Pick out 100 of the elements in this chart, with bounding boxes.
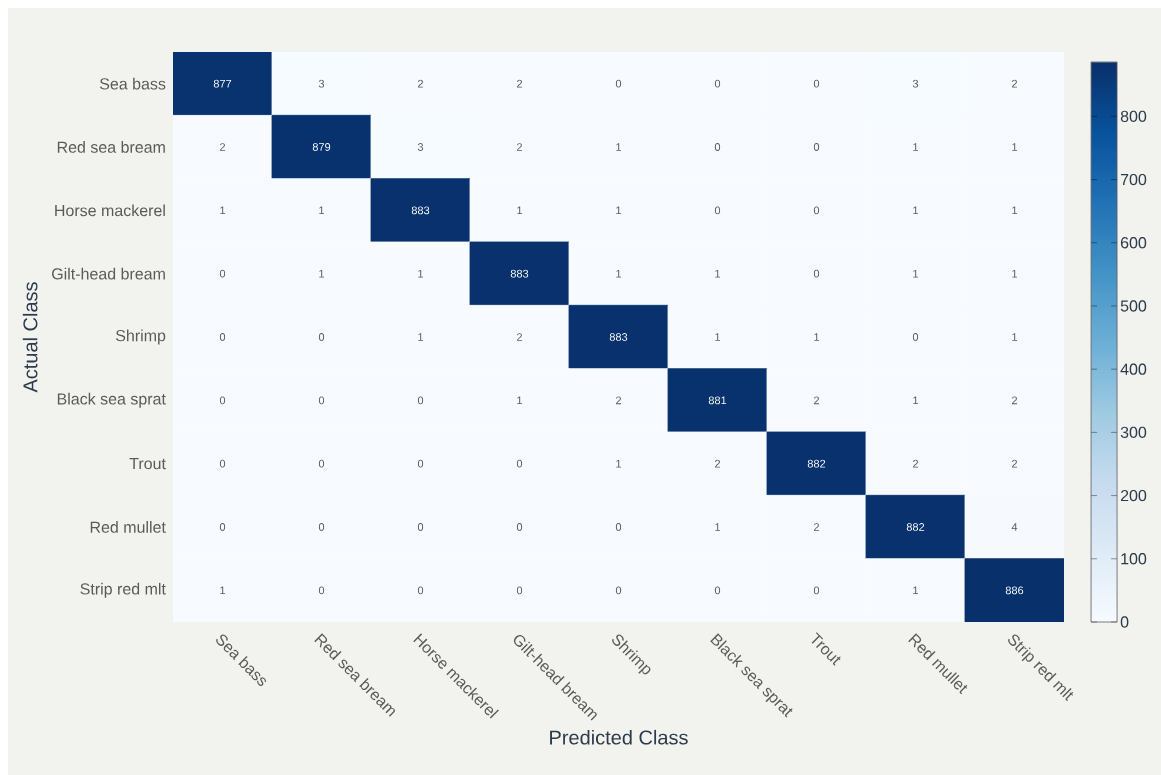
y-tick-label: Trout	[129, 458, 166, 470]
data-label: 0	[219, 523, 226, 531]
data-label: 2	[517, 79, 523, 88]
data-label: 0	[417, 586, 424, 595]
data-label: 1	[715, 269, 721, 278]
data-label: 1	[913, 269, 919, 278]
data-label: 0	[813, 269, 820, 278]
data-label: 1	[517, 396, 523, 405]
y-tick-label: Red sea bream	[57, 141, 165, 153]
data-label: 1	[220, 206, 226, 215]
data-label: 0	[714, 143, 721, 151]
data-label: 3	[912, 79, 919, 88]
color-bar-label: 600	[1120, 237, 1147, 249]
y-tick-label: Strip red mlt	[80, 582, 166, 598]
data-label: 1	[1012, 269, 1018, 278]
data-label: 2	[814, 523, 820, 531]
data-label: 1	[616, 269, 622, 278]
data-label: 886	[1005, 586, 1024, 595]
data-label: 877	[213, 79, 232, 88]
data-label: 0	[219, 396, 226, 405]
data-label: 0	[615, 79, 622, 88]
data-label: 3	[318, 79, 325, 88]
data-label: 0	[219, 459, 226, 468]
color-bar-label: 300	[1120, 426, 1147, 439]
data-label: 4	[1011, 523, 1018, 531]
data-label: 882	[906, 523, 925, 531]
data-label: 879	[312, 143, 331, 151]
data-label: 2	[913, 459, 919, 468]
data-label: 1	[814, 333, 820, 341]
color-bar-label: 700	[1120, 173, 1147, 186]
data-label: 2	[1012, 459, 1018, 468]
y-tick-label: Horse mackerel	[55, 204, 165, 217]
data-label: 2	[1012, 79, 1018, 88]
color-bar-label: 200	[1120, 489, 1147, 502]
data-label: 0	[615, 586, 622, 595]
data-label: 1	[715, 333, 721, 341]
y-tick-label: Gilt-head bream	[52, 267, 165, 280]
y-tick-label: Shrimp	[115, 329, 166, 345]
data-label: 881	[708, 396, 727, 405]
data-label: 1	[1012, 206, 1018, 215]
data-label: 1	[913, 206, 919, 215]
data-label: 1	[319, 206, 325, 215]
data-label: 1	[715, 523, 721, 531]
data-label: 0	[714, 206, 721, 215]
color-bar-label: 0	[1120, 616, 1129, 628]
y-tick-label: Sea bass	[99, 77, 166, 90]
data-label: 0	[912, 333, 919, 341]
data-label: 883	[609, 333, 628, 341]
data-label: 1	[913, 586, 919, 595]
data-label: 0	[714, 79, 721, 88]
data-label: 0	[318, 333, 325, 341]
data-label: 0	[813, 586, 820, 595]
data-label: 0	[813, 206, 820, 215]
data-label: 0	[813, 79, 820, 88]
data-label: 0	[318, 459, 325, 468]
data-label: 1	[1012, 333, 1018, 341]
data-label: 0	[813, 143, 820, 151]
data-label: 1	[913, 143, 919, 151]
data-label: 0	[516, 586, 523, 595]
data-label: 0	[516, 523, 523, 531]
data-label: 0	[318, 586, 325, 595]
data-label: 883	[510, 269, 529, 278]
data-label: 1	[913, 396, 919, 405]
data-label: 0	[219, 269, 226, 278]
data-label: 0	[219, 333, 226, 341]
data-label: 0	[615, 523, 622, 531]
y-axis-title: Actual Class	[22, 282, 38, 393]
data-label: 2	[1012, 396, 1018, 405]
data-label: 1	[418, 269, 424, 278]
color-bar-label: 800	[1120, 110, 1147, 123]
color-bar-label: 500	[1120, 300, 1147, 312]
x-axis-title: Predicted Class	[550, 729, 688, 745]
data-label: 0	[417, 396, 424, 405]
data-label: 1	[418, 333, 424, 341]
data-label: 2	[418, 79, 424, 88]
y-tick-label: Black sea sprat	[57, 392, 166, 408]
data-label: 1	[616, 459, 622, 468]
data-label: 2	[517, 143, 523, 151]
data-label: 882	[807, 459, 826, 468]
data-label: 0	[714, 586, 721, 595]
data-label: 0	[417, 459, 424, 468]
data-label: 2	[616, 396, 622, 405]
data-label: 1	[319, 269, 325, 278]
color-bar-label: 100	[1121, 553, 1147, 565]
data-label: 3	[417, 143, 424, 151]
color-bar-label: 400	[1120, 363, 1147, 375]
data-label: 0	[318, 396, 325, 405]
data-label: 0	[417, 523, 424, 531]
data-label: 0	[318, 523, 325, 531]
data-label: 0	[516, 459, 523, 468]
data-label: 2	[814, 396, 820, 405]
data-label: 1	[616, 143, 622, 151]
data-label: 2	[220, 143, 226, 151]
data-label: 1	[220, 586, 226, 595]
data-label: 2	[517, 333, 523, 341]
data-label: 1	[1012, 143, 1018, 151]
data-label: 2	[715, 459, 721, 468]
data-label: 1	[517, 206, 523, 215]
data-label: 883	[411, 206, 430, 215]
data-label: 1	[616, 206, 622, 215]
